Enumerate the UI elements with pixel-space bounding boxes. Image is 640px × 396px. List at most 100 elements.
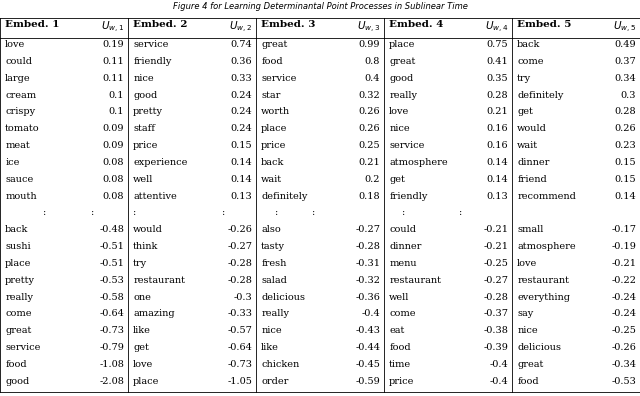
Text: time: time: [389, 360, 412, 369]
Text: -0.73: -0.73: [227, 360, 252, 369]
Text: wait: wait: [261, 175, 282, 184]
Text: meat: meat: [5, 141, 30, 150]
Text: sauce: sauce: [5, 175, 33, 184]
Text: pretty: pretty: [5, 276, 35, 285]
Text: think: think: [133, 242, 159, 251]
Text: -0.64: -0.64: [99, 309, 124, 318]
Text: 0.3: 0.3: [621, 91, 636, 99]
Text: 0.21: 0.21: [358, 158, 380, 167]
Text: -0.22: -0.22: [611, 276, 636, 285]
Text: nice: nice: [133, 74, 154, 83]
Text: everything: everything: [517, 293, 570, 302]
Text: 0.25: 0.25: [358, 141, 380, 150]
Text: 0.24: 0.24: [230, 107, 252, 116]
Text: nice: nice: [261, 326, 282, 335]
Text: 0.09: 0.09: [102, 124, 124, 133]
Text: -0.51: -0.51: [99, 259, 124, 268]
Text: :: :: [222, 208, 226, 217]
Text: -0.27: -0.27: [227, 242, 252, 251]
Text: -0.44: -0.44: [355, 343, 380, 352]
Text: 0.14: 0.14: [614, 192, 636, 200]
Text: 0.14: 0.14: [486, 175, 508, 184]
Text: dinner: dinner: [389, 242, 422, 251]
Text: -0.37: -0.37: [483, 309, 508, 318]
Text: :: :: [43, 208, 47, 217]
Text: really: really: [5, 293, 33, 302]
Text: :: :: [132, 208, 136, 217]
Text: atmosphere: atmosphere: [389, 158, 448, 167]
Text: staff: staff: [133, 124, 155, 133]
Text: 0.24: 0.24: [230, 91, 252, 99]
Text: -0.28: -0.28: [483, 293, 508, 302]
Text: 0.24: 0.24: [230, 124, 252, 133]
Text: 0.11: 0.11: [102, 57, 124, 66]
Text: food: food: [261, 57, 283, 66]
Text: 0.4: 0.4: [365, 74, 380, 83]
Text: pretty: pretty: [133, 107, 163, 116]
Text: come: come: [5, 309, 31, 318]
Text: -0.79: -0.79: [99, 343, 124, 352]
Text: 0.49: 0.49: [614, 40, 636, 49]
Text: crispy: crispy: [5, 107, 35, 116]
Text: 0.26: 0.26: [358, 107, 380, 116]
Text: -0.48: -0.48: [99, 225, 124, 234]
Text: atmosphere: atmosphere: [517, 242, 576, 251]
Text: 0.19: 0.19: [102, 40, 124, 49]
Text: :: :: [90, 208, 94, 217]
Text: 0.75: 0.75: [486, 40, 508, 49]
Text: 0.35: 0.35: [486, 74, 508, 83]
Text: -0.28: -0.28: [227, 276, 252, 285]
Text: amazing: amazing: [133, 309, 175, 318]
Text: experience: experience: [133, 158, 188, 167]
Text: service: service: [5, 343, 40, 352]
Text: great: great: [517, 360, 543, 369]
Text: could: could: [389, 225, 416, 234]
Text: -0.34: -0.34: [611, 360, 636, 369]
Text: 0.26: 0.26: [614, 124, 636, 133]
Text: like: like: [261, 343, 279, 352]
Text: -0.24: -0.24: [611, 309, 636, 318]
Text: :: :: [312, 208, 316, 217]
Text: really: really: [389, 91, 417, 99]
Text: -0.21: -0.21: [611, 259, 636, 268]
Text: back: back: [5, 225, 29, 234]
Text: 0.08: 0.08: [102, 158, 124, 167]
Text: also: also: [261, 225, 281, 234]
Text: -0.53: -0.53: [99, 276, 124, 285]
Text: 0.28: 0.28: [614, 107, 636, 116]
Text: come: come: [389, 309, 415, 318]
Text: :: :: [275, 208, 278, 217]
Text: like: like: [133, 326, 151, 335]
Text: Embed. 1: Embed. 1: [5, 20, 60, 29]
Text: 0.14: 0.14: [230, 175, 252, 184]
Text: 0.8: 0.8: [365, 57, 380, 66]
Text: one: one: [133, 293, 151, 302]
Text: -0.64: -0.64: [227, 343, 252, 352]
Text: 0.36: 0.36: [230, 57, 252, 66]
Text: recommend: recommend: [517, 192, 576, 200]
Text: place: place: [133, 377, 159, 386]
Text: food: food: [389, 343, 411, 352]
Text: love: love: [133, 360, 154, 369]
Text: -0.51: -0.51: [99, 242, 124, 251]
Text: restaurant: restaurant: [133, 276, 185, 285]
Text: good: good: [389, 74, 413, 83]
Text: place: place: [261, 124, 287, 133]
Text: nice: nice: [389, 124, 410, 133]
Text: -0.45: -0.45: [355, 360, 380, 369]
Text: Embed. 2: Embed. 2: [133, 20, 188, 29]
Text: -0.28: -0.28: [227, 259, 252, 268]
Text: 0.15: 0.15: [614, 175, 636, 184]
Text: Embed. 4: Embed. 4: [389, 20, 444, 29]
Text: 0.11: 0.11: [102, 74, 124, 83]
Text: -0.27: -0.27: [483, 276, 508, 285]
Text: tomato: tomato: [5, 124, 40, 133]
Text: 0.74: 0.74: [230, 40, 252, 49]
Text: nice: nice: [517, 326, 538, 335]
Text: -0.27: -0.27: [355, 225, 380, 234]
Text: 0.16: 0.16: [486, 124, 508, 133]
Text: -0.26: -0.26: [611, 343, 636, 352]
Text: -0.4: -0.4: [490, 377, 508, 386]
Text: 0.13: 0.13: [486, 192, 508, 200]
Text: large: large: [5, 74, 31, 83]
